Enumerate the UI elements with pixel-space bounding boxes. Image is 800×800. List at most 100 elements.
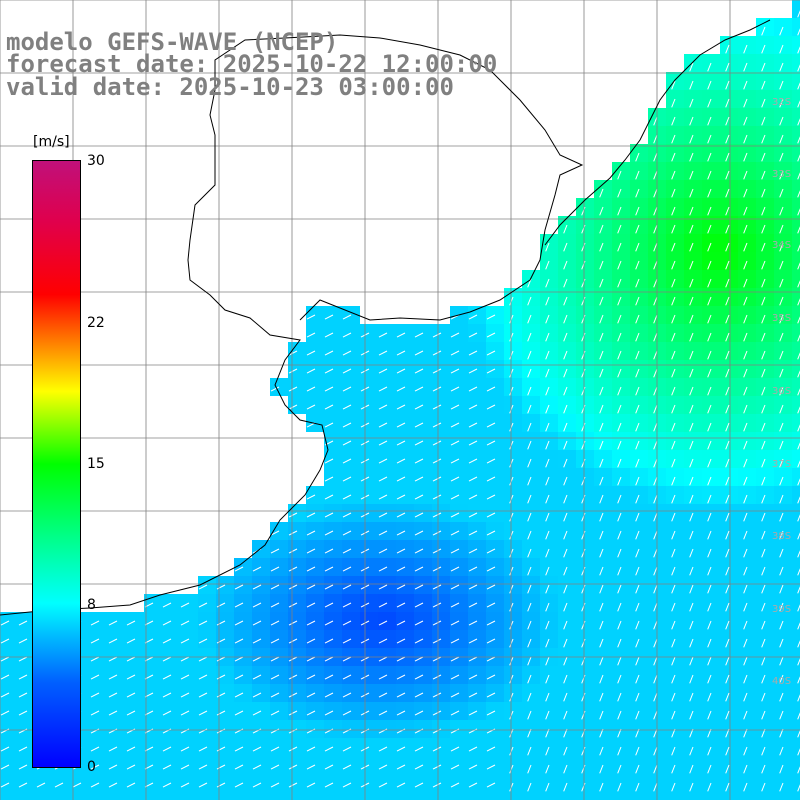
wind-arrow — [707, 548, 712, 558]
wind-arrow — [779, 260, 784, 270]
colorbar-tick-label: 0 — [87, 759, 96, 775]
wind-arrow — [797, 766, 800, 774]
wind-arrow — [563, 332, 568, 342]
wind-arrow — [797, 658, 800, 666]
wind-arrow — [270, 656, 280, 662]
wind-arrow — [270, 746, 280, 752]
wind-arrow — [725, 350, 730, 360]
wind-arrow — [779, 368, 784, 378]
wind-arrow — [761, 440, 766, 450]
wind-arrow — [671, 332, 676, 342]
wind-arrow — [581, 638, 586, 648]
wind-arrow — [779, 746, 784, 756]
wind-arrow — [797, 532, 800, 540]
wind-arrow — [689, 494, 694, 504]
wind-arrow — [288, 530, 298, 536]
wind-arrow — [707, 530, 712, 540]
wind-arrow — [797, 694, 800, 702]
wind-cell — [792, 612, 800, 630]
wind-arrow — [342, 710, 352, 716]
wind-arrow — [707, 224, 712, 234]
wind-arrow — [468, 548, 478, 554]
wind-arrow — [797, 478, 800, 486]
wind-arrow — [635, 782, 640, 792]
wind-arrow — [707, 368, 712, 378]
wind-arrow — [671, 620, 676, 630]
wind-arrow — [563, 314, 568, 324]
wind-arrow — [108, 710, 118, 716]
wind-arrow — [432, 674, 442, 680]
wind-arrow — [527, 782, 532, 792]
wind-arrow — [797, 604, 800, 612]
wind-arrow — [396, 458, 406, 464]
wind-arrow — [653, 476, 658, 486]
wind-arrow — [653, 602, 658, 612]
wind-arrow — [432, 332, 442, 338]
wind-arrow — [635, 584, 640, 594]
wind-arrow — [180, 692, 190, 698]
wind-cell — [792, 774, 800, 792]
wind-arrow — [342, 386, 352, 392]
wind-arrow — [198, 584, 208, 590]
wind-arrow — [414, 422, 424, 428]
wind-arrow — [689, 314, 694, 324]
wind-arrow — [378, 422, 388, 428]
wind-cell — [666, 792, 684, 800]
wind-arrow — [761, 386, 766, 396]
wind-arrow — [432, 476, 442, 482]
wind-arrow — [450, 386, 460, 392]
wind-cell — [450, 792, 468, 800]
wind-arrow — [396, 710, 406, 716]
wind-arrow — [779, 512, 784, 522]
wind-arrow — [779, 440, 784, 450]
wind-arrow — [432, 548, 442, 554]
wind-arrow — [761, 512, 766, 522]
wind-arrow — [563, 476, 568, 486]
wind-arrow — [797, 136, 800, 144]
wind-cell — [0, 792, 18, 800]
wind-arrow — [198, 782, 208, 788]
wind-arrow — [18, 674, 28, 680]
wind-arrow — [527, 296, 532, 306]
wind-cell — [792, 234, 800, 252]
wind-arrow — [306, 404, 316, 410]
wind-arrow — [342, 782, 352, 788]
wind-arrow — [797, 208, 800, 216]
wind-arrow — [617, 422, 622, 432]
wind-cell — [54, 792, 72, 800]
wind-arrow — [162, 620, 172, 626]
wind-arrow — [396, 494, 406, 500]
wind-arrow — [761, 224, 766, 234]
wind-arrow — [563, 710, 568, 720]
wind-arrow — [635, 656, 640, 666]
wind-arrow — [108, 782, 118, 788]
wind-arrow — [635, 152, 640, 162]
wind-arrow — [563, 422, 568, 432]
wind-arrow — [252, 674, 262, 680]
wind-arrow — [432, 368, 442, 374]
wind-arrow — [671, 278, 676, 288]
wind-arrow — [743, 692, 748, 702]
wind-arrow — [108, 764, 118, 770]
wind-arrow — [635, 674, 640, 684]
wind-arrow — [342, 314, 352, 320]
wind-arrow — [162, 746, 172, 752]
wind-arrow — [54, 782, 64, 788]
wind-arrow — [288, 710, 298, 716]
wind-arrow — [545, 314, 550, 324]
wind-arrow — [779, 764, 784, 774]
wind-arrow — [617, 242, 622, 252]
wind-arrow — [468, 692, 478, 698]
wind-arrow — [378, 386, 388, 392]
wind-arrow — [545, 278, 550, 288]
wind-arrow — [180, 656, 190, 662]
wind-arrow — [635, 440, 640, 450]
wind-arrow — [797, 172, 800, 180]
wind-arrow — [725, 404, 730, 414]
wind-arrow — [599, 314, 604, 324]
wind-arrow — [581, 710, 586, 720]
wind-arrow — [432, 710, 442, 716]
wind-cell — [792, 306, 800, 324]
wind-arrow — [635, 746, 640, 756]
wind-arrow — [761, 260, 766, 270]
